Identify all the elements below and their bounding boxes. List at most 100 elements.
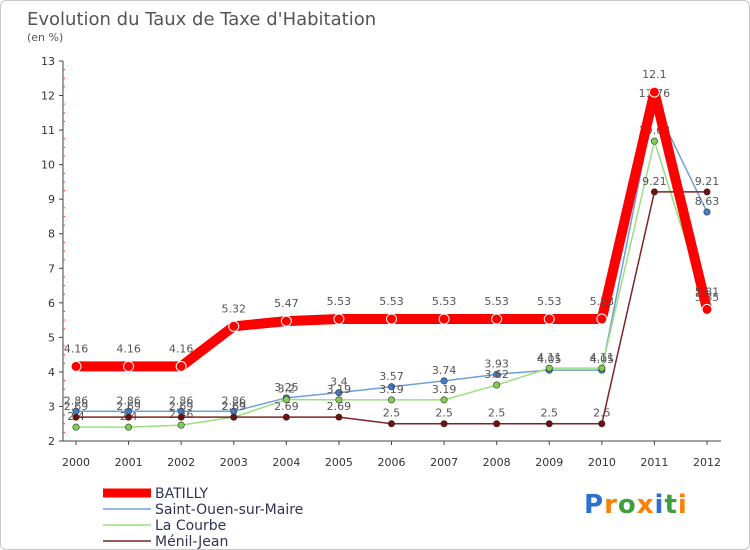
data-label: 2.86 xyxy=(116,394,141,407)
data-label: 5.32 xyxy=(222,302,247,315)
logo-letter: x xyxy=(636,490,655,520)
data-point xyxy=(282,396,290,404)
data-point xyxy=(650,137,658,145)
series-layer: 2.86 2.86 2.86 2.863.25 3.4 3.57 3.743.93 4.05 4… xyxy=(64,68,720,431)
legend-label: Ménil-Jean xyxy=(155,534,228,550)
x-tick-label: 2006 xyxy=(378,456,406,469)
data-point xyxy=(596,313,608,325)
y-tick-label: 11 xyxy=(41,124,55,137)
data-point xyxy=(280,315,292,327)
data-label: 5.53 xyxy=(379,295,404,308)
data-point xyxy=(387,420,395,428)
data-point xyxy=(491,313,503,325)
data-label: 3.25 xyxy=(274,381,299,394)
data-label: 2.5 xyxy=(488,407,506,420)
logo-letter: t xyxy=(664,490,678,520)
x-tick-label: 2009 xyxy=(535,456,563,469)
data-label: 5.53 xyxy=(537,295,562,308)
data-label: 2.5 xyxy=(435,407,453,420)
data-point xyxy=(493,420,501,428)
chart-title: Evolution du Taux de Taxe d'Habitation xyxy=(27,9,376,30)
x-tick-label: 2002 xyxy=(167,456,195,469)
data-label: 4.11 xyxy=(590,351,615,364)
legend-item: Ménil-Jean xyxy=(103,534,228,550)
data-label: 5.47 xyxy=(274,297,299,310)
data-label: 12.1 xyxy=(642,68,667,81)
data-label: 3.19 xyxy=(379,383,404,396)
data-label: 3.4 xyxy=(330,376,348,389)
y-axis-unit-label: (en %) xyxy=(27,31,63,44)
legend-item: Saint-Ouen-sur-Maire xyxy=(103,502,303,518)
x-tick-label: 2000 xyxy=(62,456,90,469)
x-tick-label: 2008 xyxy=(483,456,511,469)
data-label: 5.53 xyxy=(327,295,352,308)
data-label: 8.63 xyxy=(695,195,720,208)
x-tick-label: 2010 xyxy=(588,456,616,469)
data-label: 5.53 xyxy=(484,295,509,308)
data-label: 3.62 xyxy=(484,368,509,381)
x-tick-label: 2011 xyxy=(640,456,668,469)
axes: 2 3 4 5 6 7 8 9 10 11 12 13 2000 2001 2002 2003 2004 2005… xyxy=(41,55,721,469)
legend-label: BATILLY xyxy=(155,486,209,502)
y-tick-label: 6 xyxy=(48,297,55,310)
series-m-nil-jean: 2.69 2.69 2.69 2.69 2.69 2.69 2.5 2.5 2.5 2.5 2.5 9… xyxy=(64,175,720,428)
data-point xyxy=(701,303,713,315)
y-tick-label: 13 xyxy=(41,55,55,68)
legend-label: La Courbe xyxy=(155,518,226,534)
data-point xyxy=(230,413,238,421)
y-tick-label: 9 xyxy=(48,193,55,206)
proxiti-logo: Proxiti xyxy=(584,490,688,520)
data-label: 2.5 xyxy=(593,407,611,420)
data-point xyxy=(72,423,80,431)
data-label: 3.19 xyxy=(327,383,352,396)
data-point xyxy=(650,188,658,196)
data-label: 4.05 xyxy=(590,353,615,366)
data-label: 2.69 xyxy=(327,400,352,413)
data-label: 2.86 xyxy=(64,394,89,407)
x-tick-label: 2012 xyxy=(693,456,721,469)
y-tick-label: 4 xyxy=(48,366,55,379)
data-point xyxy=(282,413,290,421)
data-point xyxy=(387,383,395,391)
logo-letter: o xyxy=(617,490,637,520)
data-label: 4.16 xyxy=(169,342,194,355)
data-label: 3.57 xyxy=(379,370,404,383)
data-label: 9.21 xyxy=(695,175,720,188)
data-label: 2.69 xyxy=(274,400,299,413)
y-tick-label: 5 xyxy=(48,331,55,344)
data-label: 3.2 xyxy=(278,383,296,396)
data-point xyxy=(440,396,448,404)
data-point xyxy=(440,420,448,428)
logo-letter: P xyxy=(584,490,605,520)
data-label: 2.5 xyxy=(541,407,559,420)
y-tick-label: 2 xyxy=(48,435,55,448)
data-label: 3.93 xyxy=(484,357,509,370)
data-label: 2.86 xyxy=(222,394,247,407)
data-label: 2.69 xyxy=(222,400,247,413)
data-label: 4.16 xyxy=(64,342,89,355)
data-point xyxy=(438,313,450,325)
data-label: 3.19 xyxy=(432,383,457,396)
data-point xyxy=(335,389,343,397)
data-point xyxy=(125,423,133,431)
legend-item: BATILLY xyxy=(103,486,209,502)
data-point xyxy=(543,313,555,325)
logo-letter: i xyxy=(654,490,665,520)
x-tick-label: 2001 xyxy=(115,456,143,469)
data-label: 3.74 xyxy=(432,364,457,377)
data-point xyxy=(493,370,501,378)
data-point xyxy=(228,320,240,332)
data-point xyxy=(703,208,711,216)
data-label: 4.05 xyxy=(537,353,562,366)
data-point xyxy=(335,413,343,421)
logo-letter: i xyxy=(677,490,688,520)
x-tick-label: 2004 xyxy=(272,456,300,469)
data-label: 9.21 xyxy=(642,175,667,188)
data-label: 5.53 xyxy=(590,295,615,308)
data-label: 4.16 xyxy=(116,342,141,355)
data-point xyxy=(387,396,395,404)
series-la-courbe: 2.42.42.462.693.23.193.193.193.624.114.1… xyxy=(67,124,719,431)
